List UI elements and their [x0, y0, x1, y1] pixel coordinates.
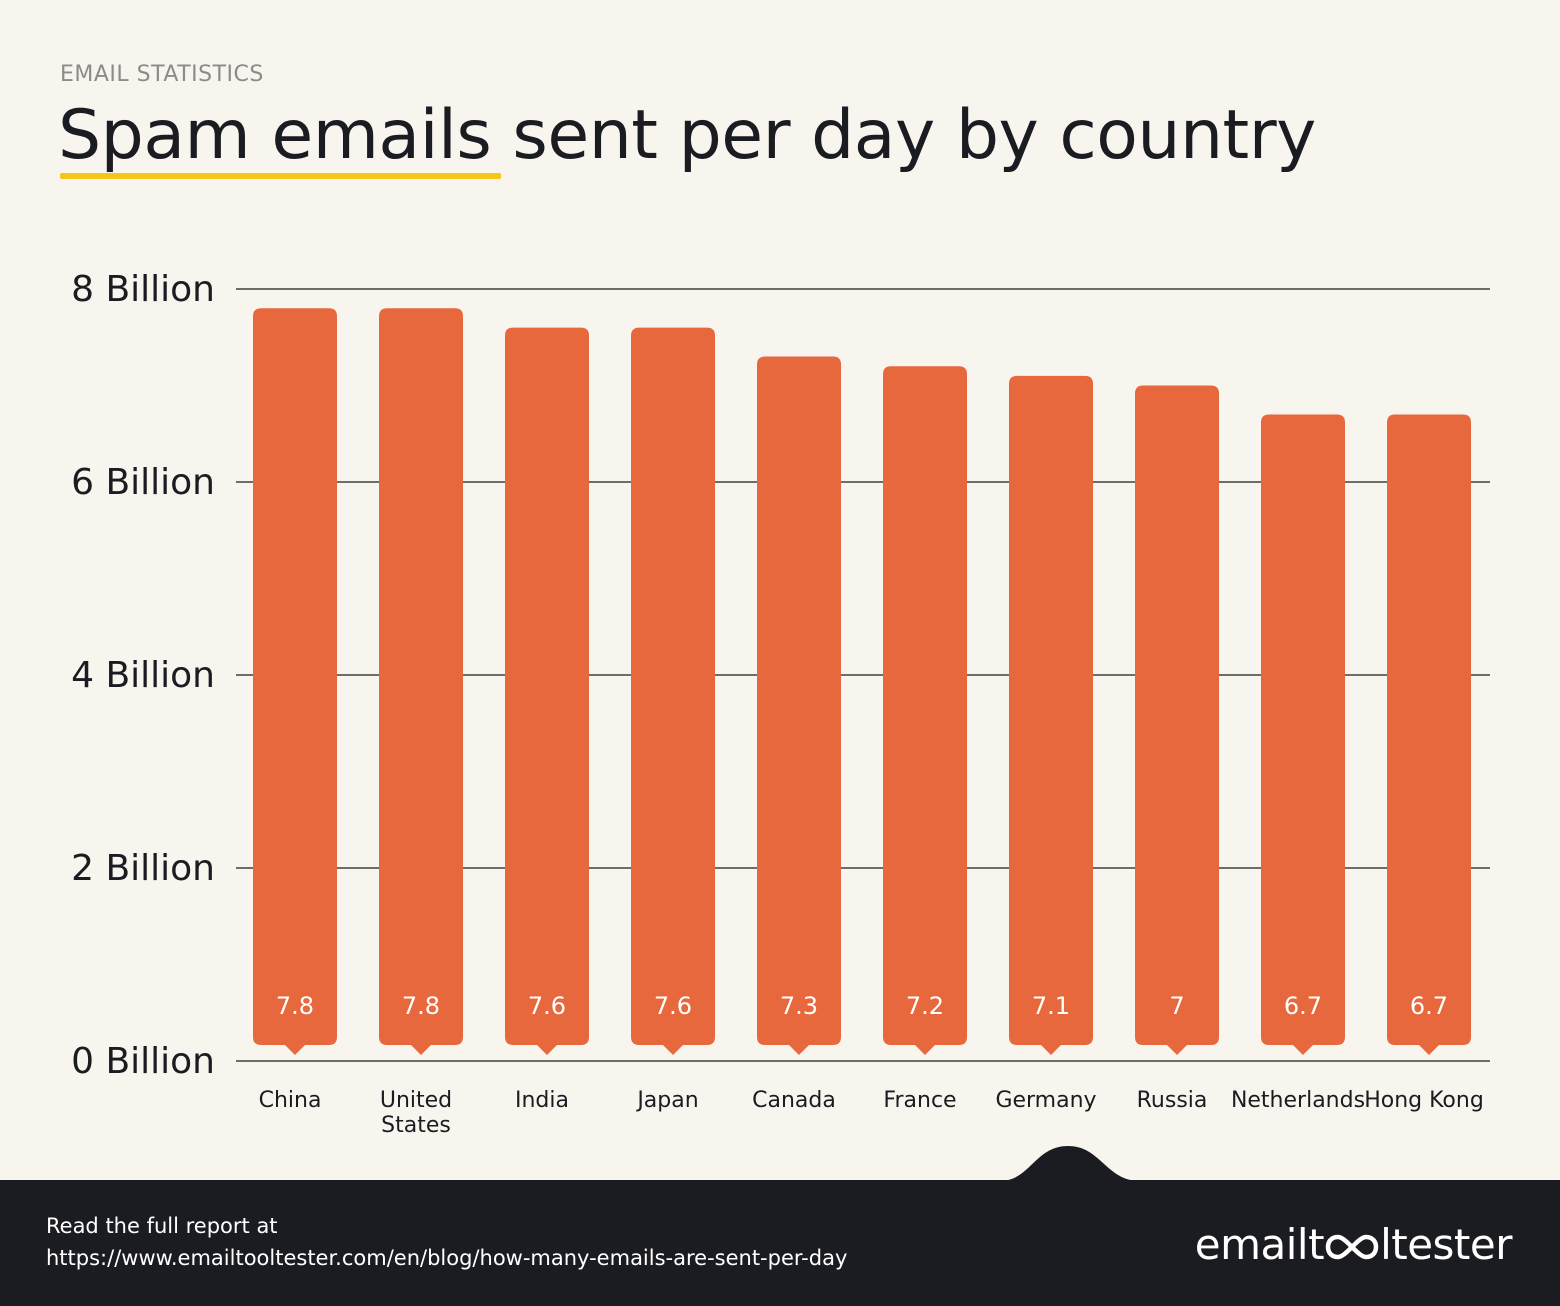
- logo-text-end: ltester: [1380, 1220, 1512, 1269]
- title-highlight: Spam emails: [58, 96, 502, 179]
- page-title: Spam emails sent per day by country: [58, 96, 1316, 179]
- title-rest: sent per day by country: [491, 96, 1316, 175]
- value-label: 7.2: [906, 992, 944, 1020]
- y-tick-label: 0 Billion: [71, 1041, 215, 1082]
- x-tick-label: States: [381, 1113, 451, 1138]
- x-tick-label: United: [380, 1088, 452, 1113]
- x-tick-label: Japan: [635, 1088, 698, 1113]
- bar-japan: [631, 327, 715, 1056]
- y-tick-label: 4 Billion: [71, 655, 215, 696]
- value-label: 7.8: [402, 992, 440, 1020]
- bar-germany: [1009, 375, 1093, 1056]
- x-tick-label: India: [515, 1088, 569, 1113]
- footer: Read the full report at https://www.emai…: [0, 1146, 1560, 1306]
- value-label: 6.7: [1284, 992, 1322, 1020]
- y-tick-label: 8 Billion: [71, 269, 215, 310]
- bar-united-states: [379, 308, 463, 1055]
- emailtooltester-logo: emailt ltester: [1194, 1220, 1513, 1269]
- x-tick-label: Hong Kong: [1364, 1088, 1484, 1113]
- x-tick-label: Canada: [752, 1088, 836, 1113]
- bar-china: [253, 308, 337, 1055]
- footer-notch: [1000, 1146, 1140, 1181]
- value-label: 7.1: [1032, 992, 1070, 1020]
- bar-france: [883, 366, 967, 1055]
- value-label: 7.6: [528, 992, 566, 1020]
- y-tick-label: 2 Billion: [71, 848, 215, 889]
- x-tick-label: Russia: [1137, 1088, 1208, 1113]
- bar-netherlands: [1261, 414, 1345, 1055]
- logo-text-start: emailt: [1194, 1220, 1325, 1269]
- value-label: 7: [1169, 992, 1184, 1020]
- value-label: 7.3: [780, 992, 818, 1020]
- bar-india: [505, 327, 589, 1056]
- bar-canada: [757, 356, 841, 1055]
- y-tick-label: 6 Billion: [71, 462, 215, 503]
- x-tick-label: France: [883, 1088, 956, 1113]
- infinity-oo-icon: [1325, 1234, 1379, 1260]
- bar-chart: 0 Billion 2 Billion 4 Billion 6 Billion 8 Bi…: [71, 269, 1490, 1138]
- x-tick-label: China: [259, 1088, 322, 1113]
- kicker: EMAIL STATISTICS: [60, 62, 264, 87]
- value-label: 7.6: [654, 992, 692, 1020]
- x-tick-label: Germany: [995, 1088, 1096, 1113]
- value-label: 6.7: [1410, 992, 1448, 1020]
- x-tick-label: Netherlands: [1231, 1088, 1365, 1113]
- footer-lead: Read the full report at: [46, 1214, 278, 1238]
- bar-russia: [1135, 385, 1219, 1055]
- bar-hong-kong: [1387, 414, 1471, 1055]
- value-label: 7.8: [276, 992, 314, 1020]
- report-link[interactable]: https://www.emailtooltester.com/en/blog/…: [46, 1246, 848, 1270]
